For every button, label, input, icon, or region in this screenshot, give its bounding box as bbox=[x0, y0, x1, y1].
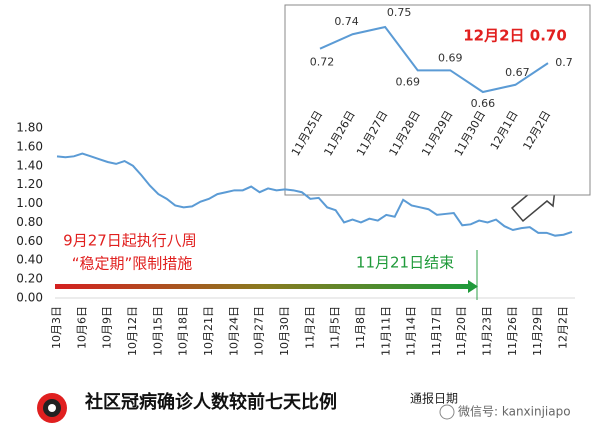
x-tick-label: 11月8日 bbox=[354, 306, 367, 349]
logo bbox=[48, 404, 56, 412]
data-label: 0.66 bbox=[471, 97, 496, 110]
inset-frame bbox=[284, 4, 591, 196]
x-tick-label: 11月29日 bbox=[531, 306, 544, 356]
x-tick-label: 10月3日 bbox=[50, 306, 63, 349]
x-tick-label: 10月24日 bbox=[227, 306, 240, 356]
x-tick-label: 11月17日 bbox=[430, 306, 443, 356]
x-tick-label: 10月15日 bbox=[151, 306, 164, 356]
watermark: 微信号: kanxinjiapo bbox=[458, 405, 571, 419]
x-tick-label: 11月26日 bbox=[506, 306, 519, 356]
x-tick-label: 11月5日 bbox=[329, 306, 342, 349]
x-tick-label: 10月30日 bbox=[278, 306, 291, 356]
y-tick-label: 1.40 bbox=[16, 158, 43, 172]
x-tick-label: 11月14日 bbox=[405, 306, 418, 356]
data-line bbox=[56, 152, 573, 237]
inset-annotation: 12月2日 0.70 bbox=[463, 27, 567, 45]
y-tick-label: 1.20 bbox=[16, 177, 43, 191]
x-tick-label: 11月23日 bbox=[481, 306, 494, 356]
x-tick-label: 10月12日 bbox=[126, 306, 139, 356]
x-tick-label: 11月11日 bbox=[379, 306, 392, 356]
period-arrow bbox=[55, 284, 469, 289]
data-label: 0.74 bbox=[334, 15, 359, 28]
data-label: 0.7 bbox=[555, 56, 573, 69]
x-tick-label: 10月9日 bbox=[101, 306, 114, 349]
y-tick-label: 0.40 bbox=[16, 253, 43, 267]
y-tick-label: 1.80 bbox=[16, 121, 43, 135]
data-label: 0.72 bbox=[310, 56, 335, 69]
wechat-icon bbox=[439, 404, 455, 420]
x-tick-label: 11月2日 bbox=[303, 306, 316, 349]
data-label: 0.75 bbox=[387, 6, 412, 19]
chart-title: 社区冠病确诊人数较前七天比例 bbox=[85, 391, 337, 413]
data-label: 0.69 bbox=[438, 51, 463, 64]
y-tick-label: 0.20 bbox=[16, 272, 43, 286]
annotation: 9月27日起执行八周 bbox=[63, 232, 197, 250]
x-tick-label: 10月6日 bbox=[75, 306, 88, 349]
x-tick-label: 12月2日 bbox=[557, 306, 570, 349]
x-axis-label: 通报日期 bbox=[410, 391, 458, 406]
data-label: 0.67 bbox=[505, 66, 530, 79]
y-tick-label: 0.80 bbox=[16, 215, 43, 229]
y-tick-label: 1.60 bbox=[16, 139, 43, 153]
y-tick-label: 1.00 bbox=[16, 196, 43, 210]
data-line bbox=[319, 25, 549, 94]
data-label: 0.69 bbox=[395, 75, 420, 88]
arrow-head bbox=[468, 280, 478, 293]
annotation: 11月21日结束 bbox=[356, 254, 454, 272]
x-tick-label: 11月20日 bbox=[455, 306, 468, 356]
x-tick-label: 10月21日 bbox=[202, 306, 215, 356]
y-tick-label: 0.60 bbox=[16, 234, 43, 248]
x-tick-label: 10月27日 bbox=[253, 306, 266, 356]
y-tick-label: 0.00 bbox=[16, 291, 43, 305]
x-tick-label: 10月18日 bbox=[177, 306, 190, 356]
annotation: “稳定期”限制措施 bbox=[72, 255, 193, 273]
